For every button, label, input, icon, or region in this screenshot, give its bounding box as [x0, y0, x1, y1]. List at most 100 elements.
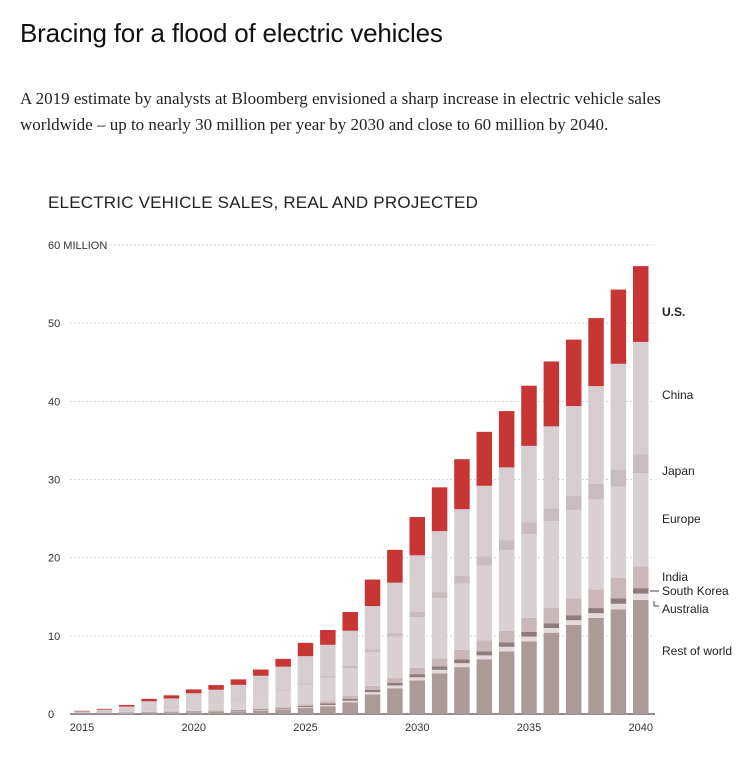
- bar-stack-2019: [163, 695, 180, 714]
- bar-segment-china: [454, 509, 470, 576]
- bar-segment-australia: [588, 613, 604, 618]
- bar-segment-europe: [387, 636, 403, 679]
- bar-segment-south-korea: [610, 598, 627, 604]
- bar-segment-europe: [230, 700, 247, 710]
- bar-segment-china: [163, 698, 180, 708]
- bar-segment-u-s-: [118, 704, 135, 707]
- x-tick-label: 2015: [70, 722, 94, 734]
- bar-segment-u-s-: [543, 361, 560, 427]
- bar-segment-u-s-: [186, 689, 202, 694]
- bar-segment-japan: [163, 707, 180, 708]
- bar-segment-u-s-: [610, 289, 627, 364]
- bar-segment-india: [521, 617, 537, 632]
- bar-segment-japan: [141, 709, 157, 710]
- bar-segment-india: [454, 649, 470, 660]
- bar-segment-u-s-: [163, 695, 180, 699]
- bar-segment-india: [186, 710, 202, 712]
- legend-label-rest-of-world: Rest of world: [662, 644, 732, 658]
- bar-segment-south-korea: [208, 710, 224, 712]
- bar-segment-china: [431, 531, 448, 593]
- bar-segment-japan: [454, 575, 470, 584]
- bar-stack-2036: [543, 361, 560, 714]
- bar-segment-china: [320, 644, 336, 677]
- bar-segment-china: [610, 363, 627, 470]
- bar-segment-u-s-: [565, 339, 582, 407]
- bar-segment-japan: [521, 522, 537, 535]
- bar-segment-rest-of-world: [633, 599, 649, 714]
- bar-segment-u-s-: [253, 669, 269, 676]
- bar-segment-japan: [409, 611, 425, 618]
- legend-label-india: India: [662, 570, 688, 584]
- bar-segment-rest-of-world: [208, 711, 224, 714]
- bar-segment-europe: [476, 565, 493, 641]
- bar-segment-australia: [431, 669, 448, 674]
- bar-segment-china: [141, 701, 157, 710]
- bar-stack-2028: [364, 579, 381, 714]
- bar-stack-2040: [633, 266, 649, 714]
- bar-segment-u-s-: [74, 710, 90, 712]
- bar-segment-u-s-: [633, 266, 649, 342]
- bar-segment-south-korea: [543, 623, 560, 629]
- bar-segment-japan: [633, 454, 649, 474]
- bar-segment-south-korea: [96, 712, 113, 714]
- bar-segment-rest-of-world: [565, 624, 582, 714]
- bar-segment-south-korea: [163, 711, 180, 713]
- bar-segment-japan: [476, 556, 493, 566]
- bar-segment-rest-of-world: [543, 632, 560, 714]
- bar-segment-rest-of-world: [521, 641, 537, 714]
- x-tick-label: 2020: [182, 722, 206, 734]
- bar-segment-europe: [342, 668, 358, 696]
- bar-segment-japan: [186, 704, 202, 705]
- bar-segment-japan: [364, 649, 381, 653]
- bar-segment-rest-of-world: [118, 712, 135, 714]
- bar-segment-australia: [633, 593, 649, 600]
- bar-stack-2015: [74, 710, 90, 714]
- bar-segment-australia: [409, 677, 425, 681]
- bar-segment-china: [96, 709, 113, 712]
- bar-segment-south-korea: [342, 698, 358, 701]
- bar-segment-china: [118, 706, 135, 711]
- bar-segment-india: [118, 712, 135, 713]
- bar-segment-india: [208, 710, 224, 712]
- bar-segment-europe: [588, 499, 604, 590]
- bar-segment-rest-of-world: [588, 617, 604, 714]
- y-tick-label: 40: [48, 396, 60, 408]
- y-tick-label: 0: [48, 709, 54, 721]
- bar-segment-japan: [74, 711, 90, 713]
- bar-segment-australia: [230, 710, 247, 712]
- bar-segment-europe: [633, 473, 649, 567]
- bar-segment-u-s-: [409, 517, 425, 556]
- chart-title: ELECTRIC VEHICLE SALES, REAL AND PROJECT…: [48, 193, 479, 212]
- bar-segment-india: [610, 577, 627, 599]
- y-tick-label: 10: [48, 631, 60, 643]
- bar-segment-china: [253, 675, 269, 696]
- bar-segment-australia: [163, 712, 180, 713]
- bar-segment-japan: [387, 632, 403, 637]
- bar-stack-2027: [342, 611, 358, 714]
- bar-segment-australia: [521, 636, 537, 642]
- bar-segment-u-s-: [431, 487, 448, 532]
- bar-segment-u-s-: [96, 708, 113, 710]
- bar-segment-europe: [498, 550, 515, 631]
- bar-stack-2024: [275, 658, 291, 714]
- bar-stack-2037: [565, 339, 582, 714]
- bar-segment-india: [565, 598, 582, 616]
- bar-segment-australia: [498, 646, 515, 652]
- bar-segment-rest-of-world: [320, 706, 336, 714]
- x-tick-label: 2025: [293, 722, 317, 734]
- bar-segment-europe: [543, 520, 560, 608]
- bar-segment-india: [275, 706, 291, 708]
- bar-segment-india: [364, 685, 381, 690]
- bar-segment-south-korea: [387, 682, 403, 686]
- bar-segment-australia: [610, 603, 627, 610]
- bar-segment-rest-of-world: [387, 688, 403, 714]
- bar-segment-china: [565, 406, 582, 496]
- bar-segment-south-korea: [454, 659, 470, 664]
- bar-segment-rest-of-world: [342, 702, 358, 714]
- x-tick-label: 2030: [405, 722, 429, 734]
- bar-segment-u-s-: [208, 685, 224, 690]
- bar-stack-2026: [320, 629, 336, 714]
- bar-segment-china: [633, 341, 649, 455]
- bar-segment-rest-of-world: [275, 709, 291, 714]
